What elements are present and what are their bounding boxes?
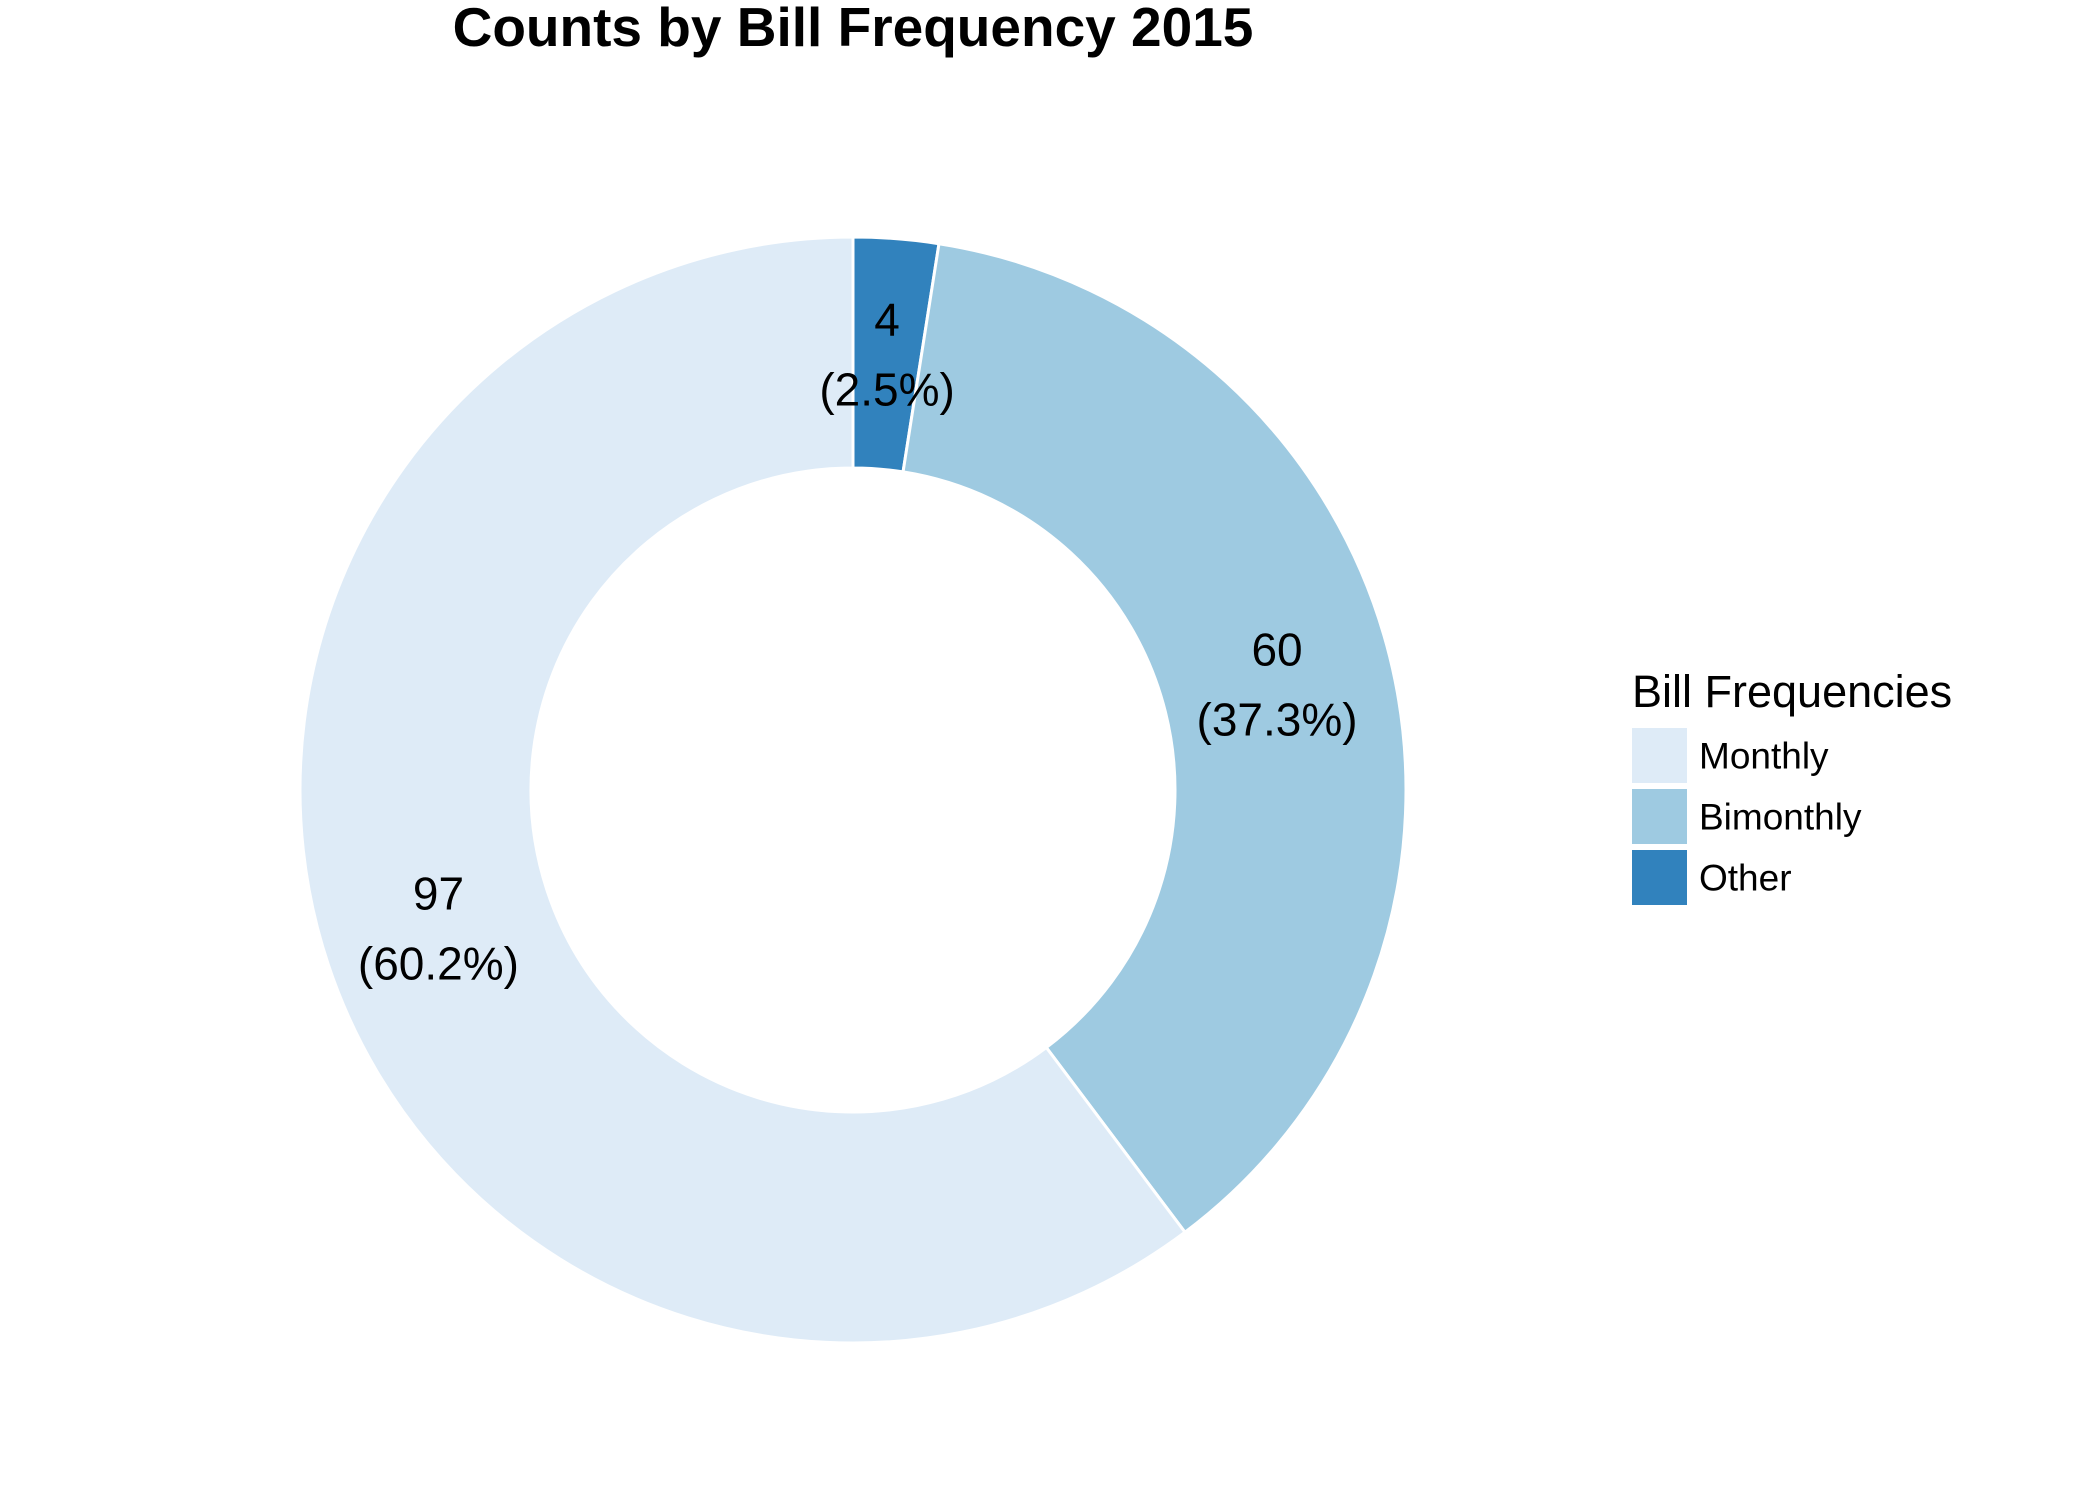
legend: Bill Frequencies Monthly Bimonthly Other [1632, 666, 1952, 905]
donut-slices [298, 235, 1408, 1345]
legend-items: Monthly Bimonthly Other [1632, 728, 1862, 905]
slice-monthly [298, 235, 1188, 1345]
legend-label-bimonthly: Bimonthly [1699, 797, 1862, 838]
legend-label-other: Other [1699, 858, 1792, 899]
slice-percent-monthly: (60.2%) [358, 937, 519, 989]
legend-title: Bill Frequencies [1632, 666, 1952, 717]
legend-key-other [1632, 850, 1687, 905]
slice-percent-other: (2.5%) [819, 363, 954, 415]
slice-value-monthly: 97 [413, 867, 464, 919]
chart-title: Counts by Bill Frequency 2015 [453, 0, 1254, 58]
legend-label-monthly: Monthly [1699, 736, 1829, 777]
legend-key-monthly [1632, 728, 1687, 783]
slice-percent-bimonthly: (37.3%) [1197, 693, 1358, 745]
slice-labels: 4 (2.5%) 60 (37.3%) 97 (60.2%) [358, 293, 1358, 989]
slice-bimonthly [901, 242, 1408, 1235]
slice-value-bimonthly: 60 [1251, 623, 1302, 675]
legend-key-bimonthly [1632, 789, 1687, 844]
slice-value-other: 4 [874, 293, 900, 345]
